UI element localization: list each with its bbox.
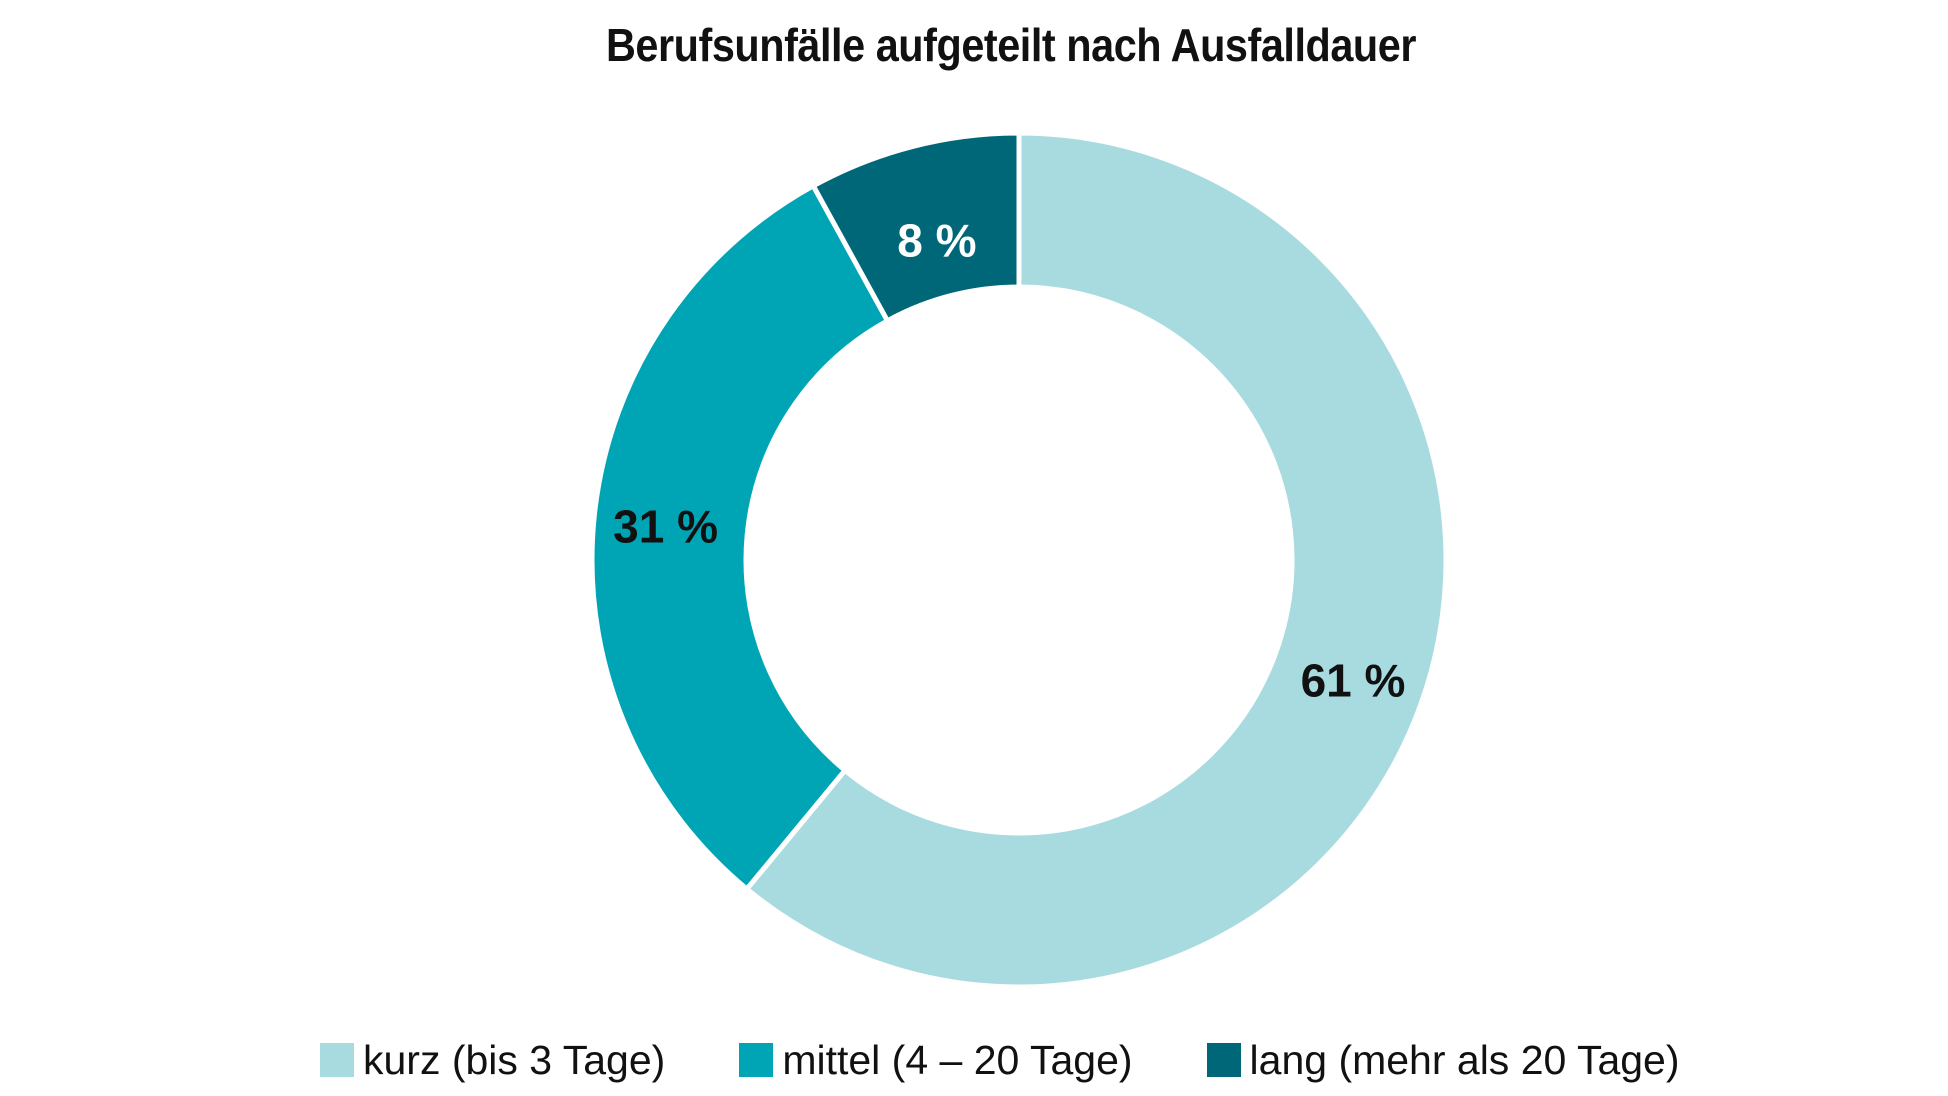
slice-mittel [589, 182, 891, 893]
legend-swatch-mittel [739, 1043, 774, 1077]
donut-chart: 61 % 31 % 8 % [589, 130, 1449, 990]
legend-swatch-kurz [320, 1043, 354, 1077]
slice-label-lang: 8 % [897, 214, 976, 266]
slice-label-mittel: 31 % [613, 501, 718, 553]
legend-label-kurz: kurz (bis 3 Tage) [363, 1036, 666, 1083]
legend-label-mittel: mittel (4 – 20 Tage) [782, 1036, 1133, 1083]
slice-lang [809, 130, 1022, 325]
slice-label-kurz: 61 % [1301, 654, 1406, 706]
slices-group [589, 130, 1449, 990]
legend-item-lang: lang (mehr als 20 Tage) [1206, 1036, 1680, 1084]
chart-title: Berufsunfälle aufgeteilt nach Ausfalldau… [605, 19, 1417, 71]
slice-labels-group: 61 % 31 % 8 % [613, 214, 1405, 706]
legend-item-kurz: kurz (bis 3 Tage) [320, 1037, 665, 1084]
legend-swatch-lang [1206, 1043, 1241, 1077]
legend-label-lang: lang (mehr als 20 Tage) [1249, 1036, 1680, 1083]
legend-item-mittel: mittel (4 – 20 Tage) [739, 1036, 1133, 1084]
legend: kurz (bis 3 Tage) mittel (4 – 20 Tage) l… [320, 1030, 1680, 1090]
slice-kurz [743, 130, 1449, 990]
